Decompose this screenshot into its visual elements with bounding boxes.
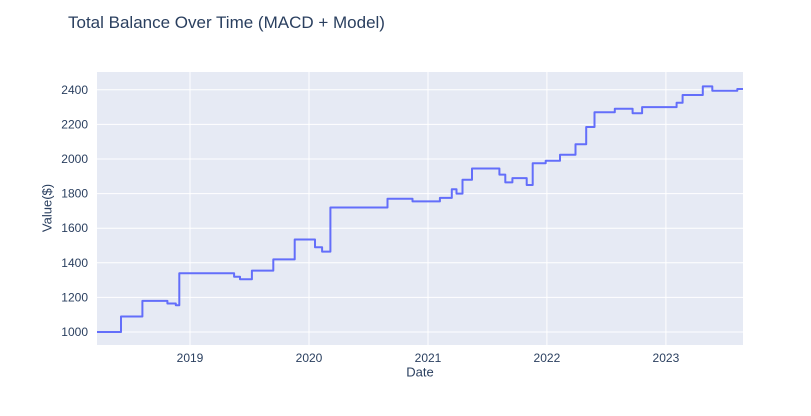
- y-tick-labels: 1000 1200 1400 1600 1800 2000 2200 2400: [61, 83, 88, 339]
- svg-text:2019: 2019: [177, 351, 204, 365]
- x-axis-title: Date: [406, 364, 434, 380]
- svg-text:1600: 1600: [61, 221, 88, 235]
- svg-text:2021: 2021: [415, 351, 442, 365]
- chart-title: Total Balance Over Time (MACD + Model): [68, 13, 385, 32]
- svg-text:1200: 1200: [61, 290, 88, 304]
- svg-text:1000: 1000: [61, 325, 88, 339]
- y-gridlines: [97, 89, 743, 333]
- svg-text:2400: 2400: [61, 83, 88, 97]
- svg-text:2000: 2000: [61, 152, 88, 166]
- svg-text:1800: 1800: [61, 187, 88, 201]
- svg-text:2022: 2022: [534, 351, 561, 365]
- svg-text:2023: 2023: [653, 351, 680, 365]
- plot-background[interactable]: [97, 72, 743, 345]
- svg-text:2200: 2200: [61, 117, 88, 131]
- x-gridlines: [189, 72, 667, 345]
- x-tick-labels: 2019 2020 2021 2022 2023: [177, 351, 680, 365]
- svg-text:1400: 1400: [61, 256, 88, 270]
- balance-line: [97, 85, 743, 333]
- svg-text:2020: 2020: [296, 351, 323, 365]
